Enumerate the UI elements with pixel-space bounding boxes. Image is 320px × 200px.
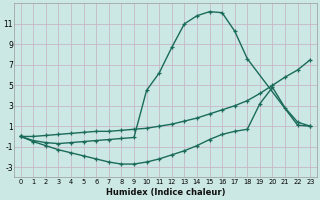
X-axis label: Humidex (Indice chaleur): Humidex (Indice chaleur) [106,188,225,197]
